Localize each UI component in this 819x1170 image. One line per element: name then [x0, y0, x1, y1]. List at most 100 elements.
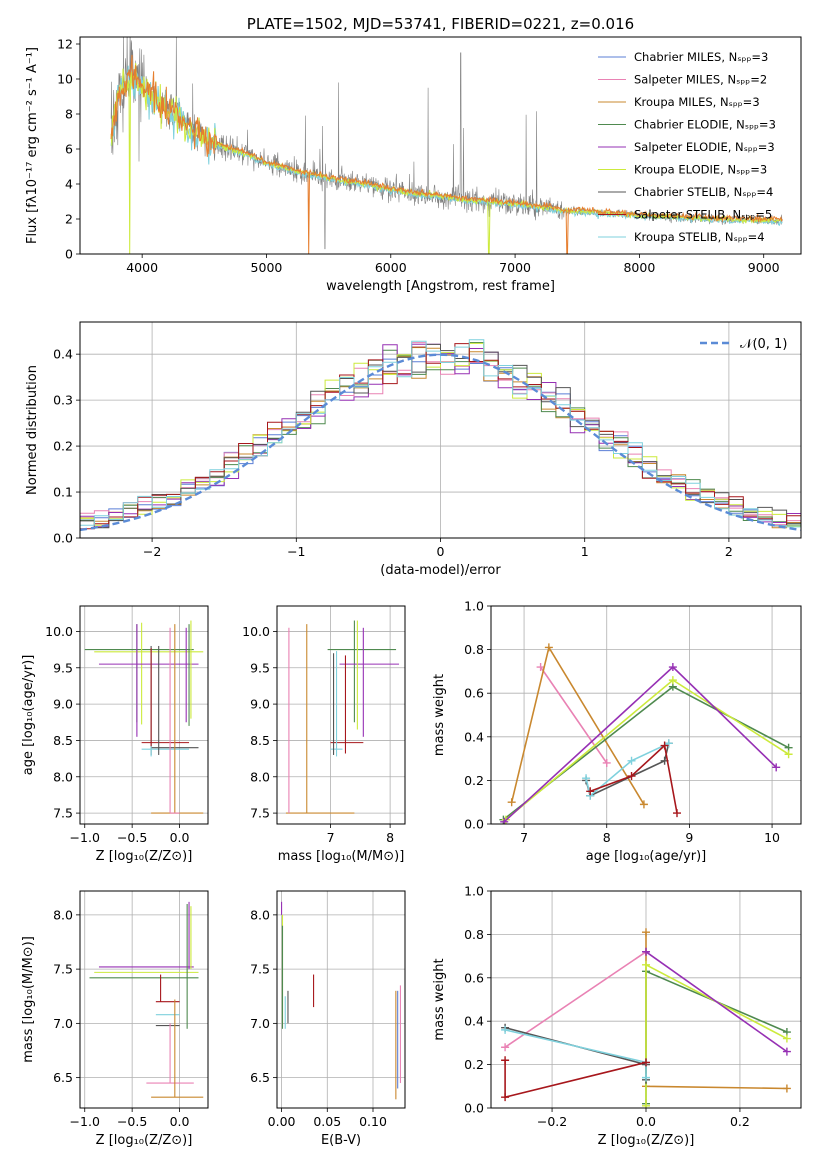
- y-tick-label: 8.0: [250, 907, 270, 922]
- y-tick-label: 10.0: [45, 624, 73, 639]
- plot-area: [89, 901, 204, 1098]
- model-spectrum-line: [110, 65, 783, 227]
- y-tick-label: 8.0: [250, 769, 270, 784]
- x-axis-label: (data-model)/error: [380, 563, 501, 578]
- chart-age_vs_Z: −1.0 −0.5 0.0 7.5 8.0 8.5 9.0 9.5 10.0 Z [log₁₀(Z…: [21, 605, 209, 864]
- axes-frame: [79, 36, 802, 255]
- y-tick-label: 0.4: [464, 729, 484, 744]
- chart-residuals: −2 −1 0 1 2 0.0 0.1 0.2 0.3 0.4 (data-model)/error…: [25, 321, 802, 578]
- chart-weight_vs_age: 7 8 9 10 0.0 0.2 0.4 0.6 0.8 1.0 age [log₁₀(age/yr…: [432, 599, 802, 864]
- axes-frame: [79, 321, 802, 539]
- x-tick-label: −0.5: [117, 830, 147, 845]
- weight-line-salpeter_stelib: [504, 1060, 647, 1099]
- y-tick-label: 7.0: [250, 1016, 270, 1031]
- plus-marker: [664, 739, 673, 748]
- plus-marker: [582, 774, 591, 783]
- errorbar-point: [339, 627, 400, 737]
- panels: 4000 5000 6000 7000 8000 9000024681012wavelen…: [21, 15, 802, 1148]
- errorbar-point: [141, 648, 190, 747]
- x-tick-label: 2: [725, 544, 733, 559]
- x-tick-label: 0.0: [170, 1114, 190, 1129]
- axes-frame: [276, 605, 406, 825]
- errorbar-point: [146, 1023, 194, 1084]
- x-tick-label: 1: [581, 544, 589, 559]
- chart-weight_vs_Z: −0.2 0.0 0.2 0.0 0.2 0.4 0.6 0.8 1.0 Z [log₁₀(Z/Z…: [432, 884, 802, 1148]
- x-axis-label: wavelength [Angstrom, rest frame]: [326, 279, 555, 294]
- y-tick-label: 1.0: [464, 599, 484, 614]
- weight-line-kroupa_stelib: [504, 1029, 647, 1078]
- y-tick-label: 0.4: [53, 347, 73, 362]
- y-tick-label: 6: [65, 142, 73, 157]
- chart-spectrum: 4000 5000 6000 7000 8000 9000 0 2 4 6 8 10 12 wavelen…: [25, 15, 802, 294]
- plus-marker: [642, 960, 650, 969]
- errorbar-point: [98, 624, 199, 737]
- x-tick-label: 0.05: [313, 1114, 341, 1129]
- y-tick-label: 0: [65, 247, 73, 262]
- chart-mass_vs_ebv: 0.00 0.05 0.10 6.5 7.0 7.5 8.0 E(B-V): [250, 890, 406, 1148]
- y-tick-label: 6.5: [53, 1070, 73, 1085]
- legend: 𝒩(0, 1): [700, 337, 787, 352]
- y-tick-label: 0.1: [53, 485, 73, 500]
- y-axis-label: Normed distribution: [25, 365, 40, 495]
- x-tick-label: 9: [685, 830, 693, 845]
- y-tick-label: 0.6: [464, 970, 484, 985]
- y-axis-label: mass [log₁₀(M/M⊙)]: [21, 936, 36, 1063]
- legend-entry: Salpeter STELIB, Nₛₚₚ=5: [634, 208, 772, 222]
- plus-marker: [586, 787, 595, 796]
- legend-entry: Chabrier STELIB, Nₛₚₚ=4: [634, 185, 773, 199]
- histogram-kroupa_stelib: [80, 339, 801, 528]
- errorbar-point: [285, 624, 355, 814]
- x-tick-label: 9000: [748, 260, 780, 275]
- plus-marker: [501, 1043, 510, 1052]
- x-tick-label: 7000: [499, 260, 531, 275]
- plot-area: [80, 339, 801, 532]
- x-tick-label: 0: [437, 544, 445, 559]
- y-axis-label: age [log₁₀(age/yr)]: [21, 655, 36, 776]
- x-tick-label: 0.0: [170, 830, 190, 845]
- model-spectrum-line: [110, 63, 783, 254]
- x-tick-label: −0.5: [117, 1114, 147, 1129]
- y-tick-label: 8.0: [53, 769, 73, 784]
- y-tick-label: 0.4: [464, 1014, 484, 1029]
- plus-marker: [668, 676, 677, 685]
- errorbar-point: [327, 620, 397, 723]
- plus-marker: [501, 1093, 510, 1102]
- plus-marker: [668, 663, 677, 672]
- plot-area: [501, 928, 791, 1108]
- x-tick-label: 8000: [623, 260, 655, 275]
- axes-frame: [276, 890, 406, 1109]
- plus-marker: [782, 1084, 791, 1093]
- y-tick-label: 9.5: [250, 660, 270, 675]
- plus-marker: [772, 763, 781, 772]
- y-tick-label: 9.0: [250, 697, 270, 712]
- axes-frame: [79, 605, 209, 825]
- y-tick-label: 0.8: [464, 927, 484, 942]
- plus-marker: [639, 800, 648, 809]
- x-tick-label: 7: [327, 830, 335, 845]
- y-tick-label: 9.0: [53, 697, 73, 712]
- plus-marker: [507, 798, 516, 807]
- legend-entry: Kroupa STELIB, Nₛₚₚ=4: [634, 230, 765, 244]
- plus-marker: [501, 1025, 510, 1034]
- plus-marker: [642, 1058, 650, 1067]
- weight-line-kroupa_elodie: [645, 963, 788, 1106]
- plus-marker: [660, 741, 669, 750]
- weight-line-kroupa_miles: [645, 932, 787, 1090]
- y-tick-label: 0.2: [464, 773, 484, 788]
- chart-title: PLATE=1502, MJD=53741, FIBERID=0221, z=0…: [247, 15, 634, 33]
- y-tick-label: 7.5: [53, 806, 73, 821]
- plot-area: [84, 620, 204, 814]
- plot-area: [499, 643, 793, 824]
- x-axis-label: age [log₁₀(age/yr)]: [586, 849, 707, 864]
- y-tick-label: 7.5: [250, 806, 270, 821]
- weight-line-kroupa_stelib: [585, 742, 670, 798]
- plus-marker: [627, 756, 636, 765]
- x-tick-label: 0.0: [636, 1114, 656, 1129]
- plus-marker: [544, 643, 553, 652]
- legend-entry: Kroupa MILES, Nₛₚₚ=3: [634, 95, 760, 109]
- y-tick-label: 0.3: [53, 393, 73, 408]
- plot-area: [110, 37, 783, 254]
- x-tick-label: 8: [386, 830, 394, 845]
- y-tick-label: 8.0: [53, 907, 73, 922]
